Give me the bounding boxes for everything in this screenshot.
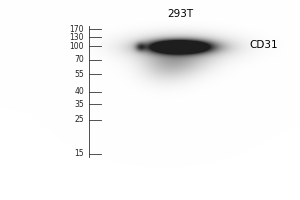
- Text: 25: 25: [74, 116, 84, 124]
- Text: 130: 130: [70, 32, 84, 42]
- Text: 100: 100: [70, 42, 84, 51]
- Text: 170: 170: [70, 24, 84, 33]
- Text: CD31: CD31: [249, 40, 278, 50]
- Text: 15: 15: [74, 150, 84, 158]
- Text: 40: 40: [74, 87, 84, 96]
- Text: 35: 35: [74, 100, 84, 109]
- Text: 70: 70: [74, 55, 84, 64]
- Text: 293T: 293T: [167, 9, 193, 19]
- Text: 55: 55: [74, 70, 84, 79]
